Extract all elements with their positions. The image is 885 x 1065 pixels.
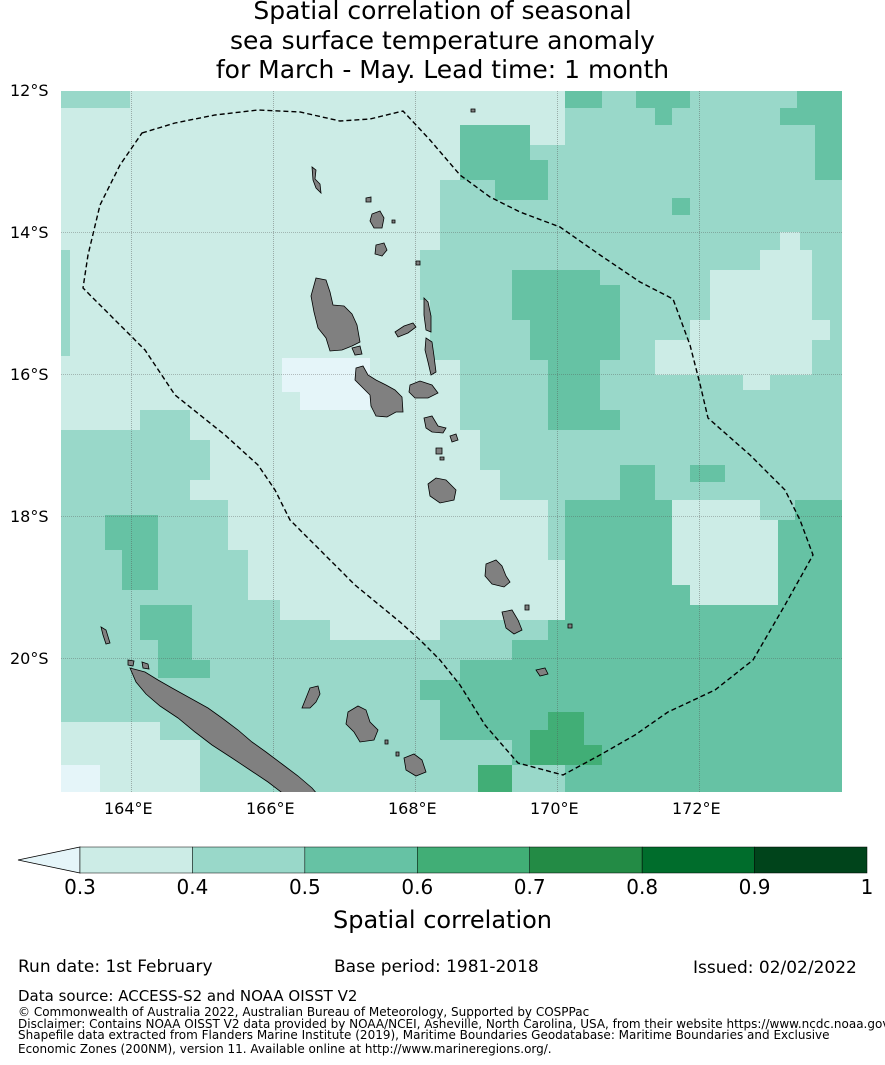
island [127, 659, 135, 667]
colorbar-tick-label: 0.5 [288, 875, 321, 899]
espiritu-santo-island [310, 277, 361, 352]
island [439, 456, 445, 461]
correlation-zone-low [352, 535, 420, 585]
correlation-zone-mid [140, 605, 210, 678]
ambae-island [394, 322, 417, 338]
merelava-island [374, 242, 388, 257]
island [470, 108, 476, 113]
colorbar-tick-label: 0.8 [626, 875, 659, 899]
pentecost-island [424, 337, 437, 376]
lat-label-20s: 20°S [10, 649, 49, 668]
disclaimer-line-2: Shapefile data extracted from Flanders M… [18, 1028, 830, 1042]
island [100, 626, 111, 645]
correlation-zone-mid [832, 745, 842, 765]
correlation-zone-mid [512, 270, 620, 430]
title-line-1: Spatial correlation of seasonal [253, 0, 632, 25]
map-gridlines [61, 91, 842, 792]
correlation-zone-high [530, 712, 602, 765]
gaua-island [369, 210, 385, 229]
copyright: © Commonwealth of Australia 2022, Austra… [18, 1005, 590, 1019]
colorbar-tick-label: 0.3 [64, 875, 96, 899]
disclaimer-line-1: Disclaimer: Contains NOAA OISST V2 data … [18, 1018, 885, 1031]
efate-island [427, 477, 457, 504]
island [141, 661, 150, 670]
ambrym-island [408, 380, 439, 399]
map-title: Spatial correlation of seasonal sea surf… [0, 0, 885, 85]
colorbar-tick-label: 0.4 [176, 875, 209, 899]
lon-label-168e: 168°E [388, 799, 437, 818]
colorbar-extend-arrow [17, 846, 81, 874]
correlation-zone-lowest [282, 358, 370, 410]
correlation-zone-mid [420, 465, 842, 792]
correlation-zone-low [655, 232, 830, 390]
torres-islands [311, 166, 322, 195]
island [395, 751, 400, 757]
colorbar [17, 846, 868, 874]
lon-label-172e: 172°E [672, 799, 721, 818]
colorbar-tick-label: 0.9 [738, 875, 771, 899]
vanua-lava-island [365, 196, 372, 203]
loyalty-lifou-island [345, 705, 379, 743]
island [384, 739, 389, 745]
correlation-zone-mid [780, 91, 842, 180]
lat-label-18s: 18°S [10, 507, 49, 526]
lon-label-170e: 170°E [530, 799, 579, 818]
loyalty-ouvea-island [301, 685, 321, 709]
island [567, 623, 573, 629]
island [351, 345, 363, 356]
eez-boundary-line [82, 109, 814, 776]
issued-date: Issued: 02/02/2022 [693, 958, 857, 978]
colorbar-segment [192, 846, 306, 874]
colorbar-segment [417, 846, 530, 874]
correlation-zone-mid [460, 125, 548, 200]
correlation-zone-mid [636, 91, 690, 125]
colorbar-segment [79, 846, 193, 874]
colorbar-label: Spatial correlation [332, 906, 553, 934]
land-masses [100, 108, 573, 792]
title-line-2: sea surface temperature anomaly [230, 25, 655, 55]
erromango-island [484, 559, 511, 588]
correlation-zone-low [672, 500, 778, 605]
loyalty-mare-island [403, 753, 427, 777]
correlation-zone-mid [690, 465, 725, 482]
lat-label-16s: 16°S [10, 365, 49, 384]
lat-label-12s: 12°S [10, 81, 49, 100]
lat-label-14s: 14°S [10, 223, 49, 242]
island [391, 219, 396, 224]
colorbar-tick-label: 0.7 [513, 875, 546, 899]
correlation-zone-mid [565, 91, 602, 108]
island [449, 433, 459, 443]
disclaimer-line-3: Economic Zones (200NM), version 11. Avai… [18, 1042, 552, 1056]
colorbar-tick-label: 0.6 [401, 875, 434, 899]
data-source: Data source: ACCESS-S2 and NOAA OISST V2 [18, 987, 358, 1005]
new-caledonia-island [129, 667, 316, 792]
colorbar-segment [529, 846, 643, 874]
malekula-island [354, 365, 404, 418]
correlation-zone-mid [105, 515, 158, 590]
colorbar-segment [641, 846, 755, 874]
correlation-zone-mid [672, 198, 690, 215]
lon-label-164e: 164°E [104, 799, 153, 818]
island [415, 260, 421, 266]
tanna-island [501, 609, 523, 635]
aneityum-island [535, 667, 549, 677]
base-period: Base period: 1981-2018 [334, 957, 539, 977]
correlation-zone-lowest [61, 765, 100, 792]
run-date: Run date: 1st February [18, 957, 213, 977]
island [524, 604, 530, 611]
colorbar-tick-label: 1 [860, 875, 874, 899]
colorbar-segment [754, 846, 868, 874]
lon-label-166e: 166°E [246, 799, 295, 818]
colorbar-segment [304, 846, 418, 874]
epi-island [423, 415, 447, 434]
maewo-island [423, 297, 432, 333]
title-line-3: for March - May. Lead time: 1 month [215, 55, 670, 84]
island [435, 447, 443, 455]
map-plot-area [61, 91, 842, 792]
correlation-zone-high [478, 765, 512, 792]
